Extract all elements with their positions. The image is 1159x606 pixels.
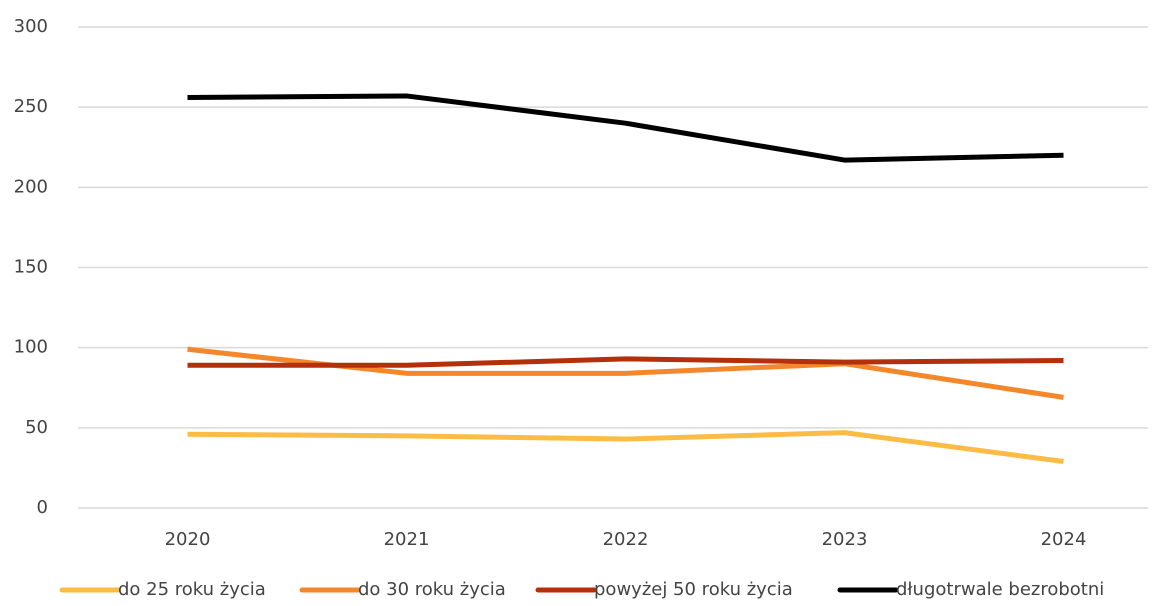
- x-tick-label: 2020: [165, 529, 211, 550]
- series-line: [187, 356, 1064, 368]
- y-tick-label: 200: [14, 176, 48, 197]
- x-tick-label: 2023: [822, 529, 868, 550]
- x-tick-label: 2022: [603, 529, 649, 550]
- y-tick-label: 300: [14, 16, 48, 37]
- legend-label: do 30 roku życia: [358, 579, 506, 600]
- y-tick-label: 100: [14, 337, 48, 358]
- x-tick-label: 2021: [384, 529, 430, 550]
- legend-label: powyżej 50 roku życia: [594, 579, 793, 600]
- y-tick-label: 150: [14, 257, 48, 278]
- y-tick-label: 0: [37, 497, 48, 518]
- legend-label: do 25 roku życia: [118, 579, 266, 600]
- x-tick-label: 2024: [1041, 529, 1087, 550]
- y-tick-label: 250: [14, 96, 48, 117]
- legend-label: długotrwale bezrobotni: [896, 579, 1104, 600]
- series-line: [187, 93, 1064, 163]
- y-tick-label: 50: [25, 417, 48, 438]
- series-line: [187, 430, 1064, 464]
